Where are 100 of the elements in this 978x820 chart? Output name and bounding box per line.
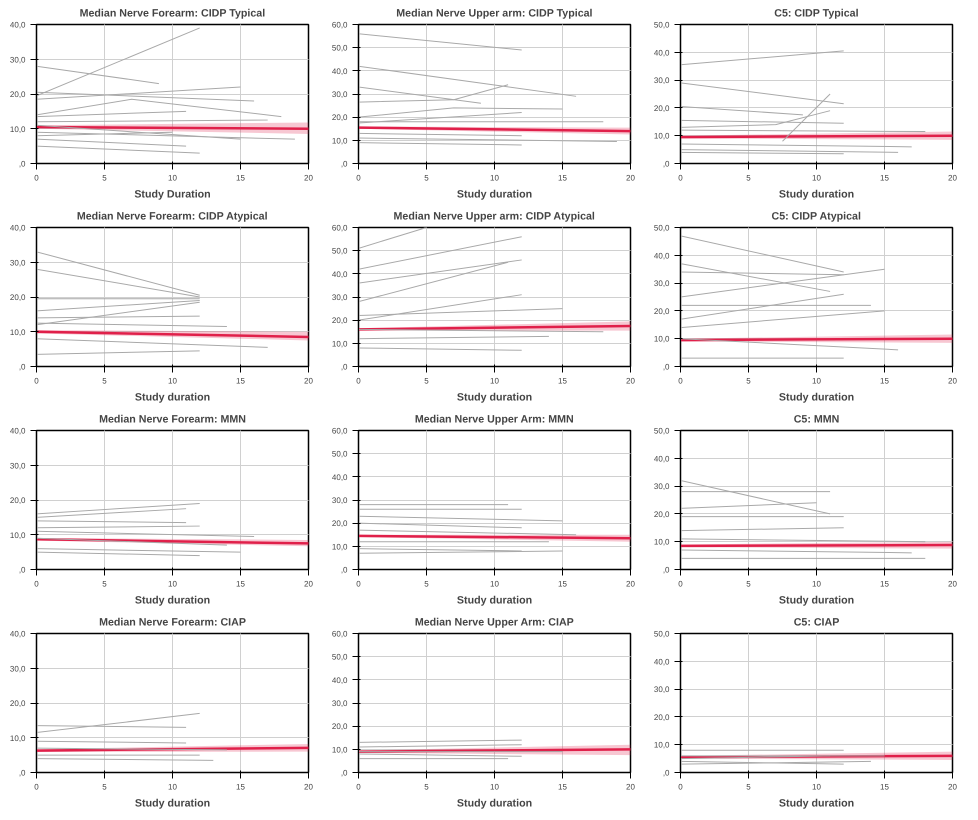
y-tick-label: 10,0: [654, 334, 670, 344]
chart-title: Median Nerve Upper arm: CIDP Atypical: [394, 210, 595, 222]
x-tick-label: 20: [948, 174, 958, 182]
x-tick-label: 5: [746, 174, 752, 182]
x-tick-label: 10: [490, 174, 500, 182]
y-tick-label: 10,0: [10, 328, 26, 337]
chart-title: Median Nerve Upper Arm: CIAP: [414, 616, 574, 628]
y-tick-label: 50,0: [654, 224, 670, 232]
y-tick-label: 40,0: [654, 454, 670, 464]
x-tick-label: 5: [746, 580, 752, 588]
y-tick-label: 40,0: [332, 676, 348, 685]
y-tick-label: 50,0: [654, 630, 670, 638]
y-tick-label: 20,0: [10, 90, 26, 99]
x-tick-label: 20: [304, 580, 314, 588]
x-axis-title: Study duration: [456, 188, 532, 200]
y-tick-label: 10,0: [654, 132, 670, 141]
x-axis-title: Study duration: [134, 798, 210, 810]
y-tick-label: 40,0: [10, 224, 26, 232]
x-tick-label: 15: [880, 580, 890, 588]
x-tick-label: 5: [102, 782, 108, 792]
y-tick-label: 20,0: [10, 293, 26, 302]
y-tick-label: 20,0: [654, 104, 670, 113]
chart-title: Median Nerve Upper Arm: MMN: [414, 414, 574, 426]
y-tick-label: 50,0: [332, 450, 348, 459]
x-tick-label: 0: [678, 580, 684, 588]
chart-title: Median Nerve Forearm: MMN: [99, 414, 246, 426]
y-tick-label: 40,0: [10, 426, 26, 436]
x-tick-label: 5: [746, 782, 752, 792]
x-tick-label: 20: [626, 580, 636, 588]
y-tick-label: ,0: [340, 160, 348, 168]
y-tick-label: 40,0: [332, 270, 348, 279]
x-axis-title: Study duration: [456, 594, 532, 606]
y-tick-label: 40,0: [654, 657, 670, 666]
y-tick-label: 20,0: [654, 510, 670, 519]
x-tick-label: 10: [812, 376, 822, 386]
y-tick-label: 30,0: [10, 55, 26, 64]
x-tick-label: 5: [424, 782, 430, 792]
y-tick-label: 10,0: [10, 734, 26, 743]
x-tick-label: 0: [678, 376, 684, 386]
y-tick-label: 10,0: [10, 530, 26, 540]
x-tick-label: 20: [626, 376, 636, 386]
y-tick-label: ,0: [18, 362, 26, 372]
x-axis-title: Study duration: [778, 188, 854, 200]
y-tick-label: 20,0: [654, 306, 670, 316]
x-tick-label: 5: [102, 580, 108, 588]
chart-title: C5: CIAP: [794, 616, 840, 628]
y-tick-label: ,0: [662, 160, 670, 168]
y-tick-label: 30,0: [332, 496, 348, 505]
x-tick-label: 0: [356, 174, 362, 182]
y-tick-label: 50,0: [654, 426, 670, 436]
x-tick-label: 20: [304, 782, 314, 792]
x-tick-label: 10: [812, 580, 822, 588]
y-tick-label: 30,0: [10, 664, 26, 674]
y-tick-label: 20,0: [332, 316, 348, 326]
x-tick-label: 10: [490, 376, 500, 386]
y-tick-label: 10,0: [332, 136, 348, 146]
y-tick-label: 10,0: [332, 745, 348, 754]
x-tick-label: 10: [168, 580, 178, 588]
x-tick-label: 0: [34, 580, 40, 588]
x-tick-label: 15: [558, 782, 568, 792]
x-tick-label: 0: [34, 376, 40, 386]
y-tick-label: ,0: [662, 362, 670, 372]
y-tick-label: 40,0: [10, 630, 26, 638]
x-tick-label: 0: [356, 376, 362, 386]
y-tick-label: 50,0: [332, 44, 348, 53]
x-axis-title: Study duration: [134, 392, 210, 404]
y-tick-label: 40,0: [654, 48, 670, 58]
x-axis-title: Study duration: [778, 798, 854, 810]
x-tick-label: 0: [678, 174, 684, 182]
y-tick-label: 30,0: [332, 293, 348, 302]
chart-title: C5: CIDP Typical: [774, 8, 859, 20]
x-tick-label: 20: [626, 174, 636, 182]
x-tick-label: 15: [558, 580, 568, 588]
x-tick-label: 10: [490, 782, 500, 792]
x-axis-title: Study duration: [456, 392, 532, 404]
x-tick-label: 20: [304, 376, 314, 386]
y-tick-label: 10,0: [654, 740, 670, 750]
x-tick-label: 5: [424, 580, 430, 588]
x-tick-label: 0: [34, 174, 40, 182]
chart-title: Median Nerve Forearm: CIDP Atypical: [76, 210, 268, 222]
x-axis-title: Study duration: [134, 594, 210, 606]
x-tick-label: 10: [812, 174, 822, 182]
x-tick-label: 10: [168, 782, 178, 792]
x-tick-label: 15: [236, 376, 246, 386]
y-tick-label: 20,0: [10, 699, 26, 708]
y-tick-label: ,0: [662, 768, 670, 778]
y-tick-label: ,0: [340, 362, 348, 372]
x-tick-label: 0: [34, 782, 40, 792]
y-tick-label: 30,0: [654, 685, 670, 694]
chart-title: Median Nerve Forearm: CIDP Typical: [80, 8, 266, 20]
y-tick-label: 50,0: [332, 246, 348, 256]
x-tick-label: 15: [236, 174, 246, 182]
chart-title: C5: MMN: [794, 414, 840, 426]
y-tick-label: 30,0: [10, 258, 26, 268]
x-tick-label: 20: [626, 782, 636, 792]
x-tick-label: 20: [304, 174, 314, 182]
chart-title: C5: CIDP Atypical: [771, 210, 861, 222]
y-tick-label: 50,0: [654, 20, 670, 30]
x-tick-label: 0: [356, 580, 362, 588]
y-tick-label: 30,0: [654, 76, 670, 86]
